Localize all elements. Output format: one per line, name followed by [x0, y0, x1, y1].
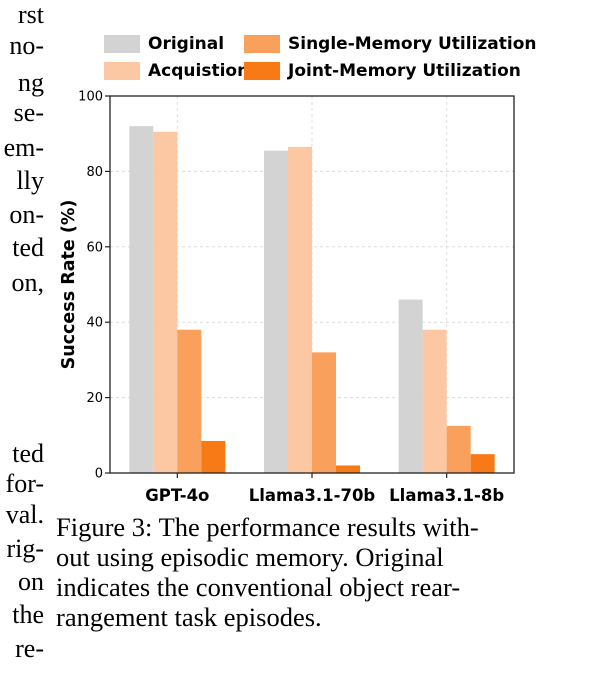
legend-label-original: Original: [148, 34, 225, 54]
y-tick-label: 0: [95, 467, 103, 482]
y-tick-label: 100: [78, 90, 103, 105]
bar-joint-memory-utilization: [336, 465, 360, 473]
y-axis-label: Success Rate (%): [59, 200, 79, 370]
left-column-fragment: on-: [9, 200, 44, 229]
left-column-fragment: ng: [18, 68, 44, 97]
bar-joint-memory-utilization: [470, 454, 495, 473]
left-column-fragment: rig-: [6, 534, 44, 563]
legend-label-acquistion: Acquistion: [148, 61, 250, 81]
left-column-fragment: on,: [11, 268, 45, 297]
bar-joint-memory-utilization: [201, 440, 226, 473]
legend-item-acquistion: Acquistion: [104, 61, 249, 81]
legend-item-original: Original: [104, 34, 224, 54]
caption-line-2: out using episodic memory. Original: [56, 542, 444, 572]
legend-label-single-memory: Single-Memory Utilization: [288, 34, 537, 54]
left-column-fragment: the: [12, 600, 44, 629]
bar-single-memory-utilization: [446, 425, 471, 473]
legend-item-joint-memory: Joint-Memory Utilization: [244, 61, 521, 81]
y-tick-label: 80: [86, 165, 103, 180]
bar-original: [398, 299, 423, 473]
x-tick-label: GPT-4o: [145, 486, 209, 505]
y-tick-label: 60: [86, 240, 103, 255]
left-column-fragment: se-: [13, 98, 44, 127]
caption-line-1: Figure 3: The performance results with-: [56, 512, 479, 542]
caption-line-4: rangement task episodes.: [56, 602, 322, 632]
legend-swatch-original: [104, 35, 140, 53]
left-column-fragment: val.: [5, 500, 44, 529]
y-tick-label: 20: [86, 391, 103, 406]
left-column-text: rst no-ng se-em-lly on-ted on, ted for-val. rig…: [0, 0, 44, 674]
left-column-fragment: lly: [16, 166, 44, 195]
left-column-fragment: for-: [5, 469, 44, 498]
x-tick-label: Llama3.1-8b: [389, 486, 504, 505]
bar-single-memory-utilization: [177, 329, 202, 473]
bar-original: [129, 126, 154, 473]
legend-item-single-memory: Single-Memory Utilization: [244, 34, 537, 54]
legend-label-joint-memory: Joint-Memory Utilization: [288, 61, 521, 81]
chart-legend: Original Acquistion Single-Memory Utiliz…: [104, 32, 537, 84]
left-column-fragment: no-: [9, 31, 44, 60]
left-column-fragment: on: [18, 567, 44, 596]
x-tick-label: Llama3.1-70b: [249, 486, 376, 505]
left-column-fragment: re-: [15, 634, 44, 663]
bar-single-memory-utilization: [312, 352, 336, 473]
legend-swatch-single-memory: [244, 35, 280, 53]
y-tick-label: 40: [86, 316, 103, 331]
bar-acquistion: [288, 146, 312, 473]
left-column-fragment: ted: [12, 439, 44, 468]
legend-swatch-joint-memory: [244, 62, 280, 80]
bar-acquistion: [153, 131, 178, 473]
caption-line-3: indicates the conventional object rear-: [56, 572, 461, 602]
figure-caption: Figure 3: The performance results with- …: [56, 512, 546, 632]
left-column-fragment: em-: [3, 133, 44, 162]
legend-swatch-acquistion: [104, 62, 140, 80]
left-column-fragment: rst: [18, 0, 44, 29]
bar-acquistion: [422, 329, 447, 473]
bar-original: [264, 150, 288, 474]
left-column-fragment: ted: [12, 233, 44, 262]
